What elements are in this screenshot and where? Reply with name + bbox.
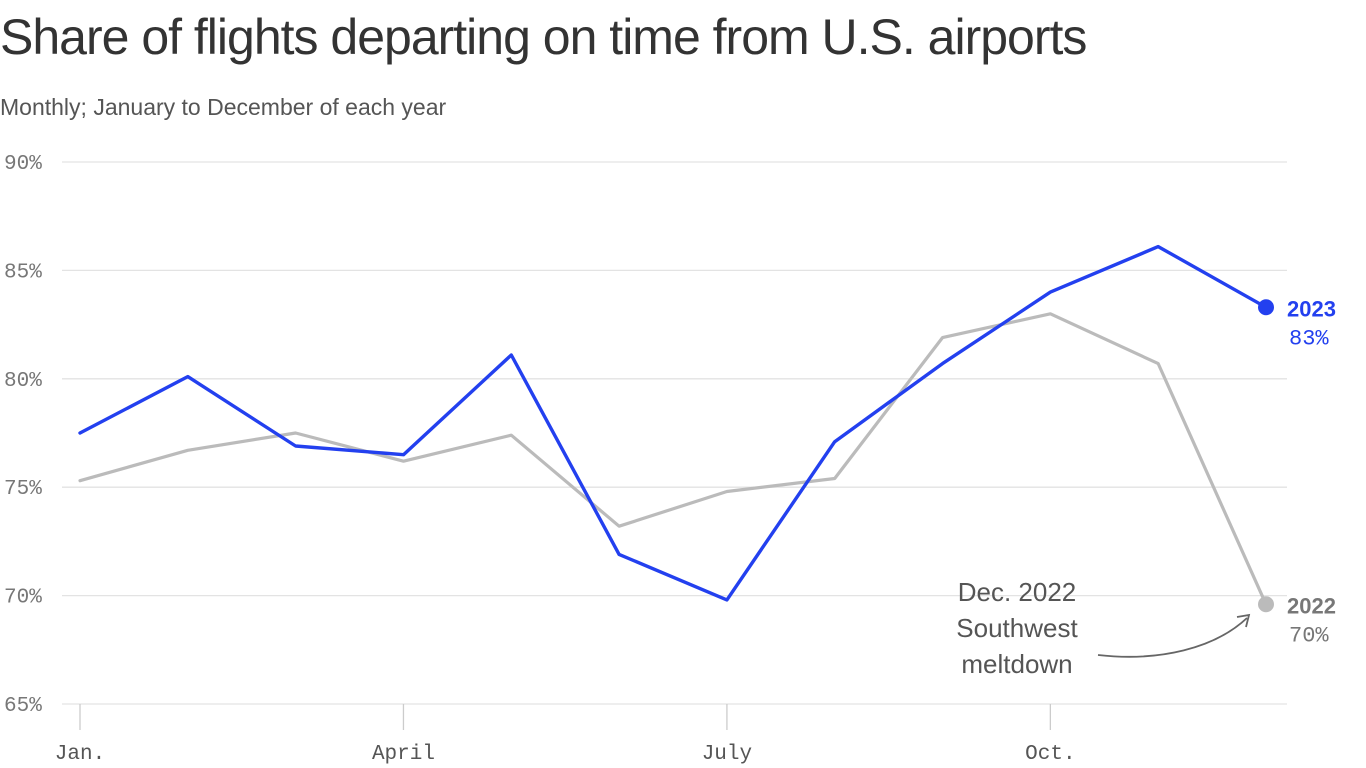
annotation: Dec. 2022 Southwest meltdown (956, 577, 1251, 679)
y-tick-label: 85% (4, 261, 42, 284)
annotation-line-1: Dec. 2022 (958, 577, 1077, 607)
x-tick-label: April (372, 743, 435, 766)
end-label-value-2023: 83% (1289, 326, 1329, 351)
y-tick-label: 65% (4, 695, 42, 718)
y-tick-label: 90% (4, 153, 42, 176)
series-endpoint-2023 (1258, 299, 1274, 316)
series-line-2023 (78, 244, 1268, 602)
y-tick-label: 80% (4, 370, 42, 393)
y-tick-label: 70% (4, 587, 42, 610)
end-label-value-2022: 70% (1289, 623, 1329, 648)
series-lines (78, 244, 1274, 613)
gridlines (62, 161, 1287, 705)
y-tick-label: 75% (4, 478, 42, 501)
end-label-year-2022: 2022 (1287, 593, 1336, 618)
x-tick-label: Oct. (1025, 743, 1075, 766)
chart-subtitle: Monthly; January to December of each yea… (0, 94, 447, 120)
series-line-2022 (78, 312, 1268, 606)
end-labels: 2022 70% 2023 83% (1287, 296, 1336, 648)
x-tick-label: Jan. (55, 743, 105, 766)
end-label-year-2023: 2023 (1287, 296, 1336, 321)
annotation-line-2: Southwest (956, 613, 1078, 643)
x-tick-label: July (702, 743, 752, 766)
x-axis-ticks: Jan. April July Oct. (55, 704, 1076, 766)
annotation-line-3: meltdown (961, 649, 1072, 679)
series-endpoint-2022 (1258, 596, 1274, 613)
annotation-arrow (1097, 617, 1248, 658)
chart-title: Share of flights departing on time from … (0, 9, 1087, 65)
annotation-arrowhead (1236, 613, 1251, 628)
y-axis-ticks: 90% 85% 80% 75% 70% 65% (4, 153, 42, 718)
